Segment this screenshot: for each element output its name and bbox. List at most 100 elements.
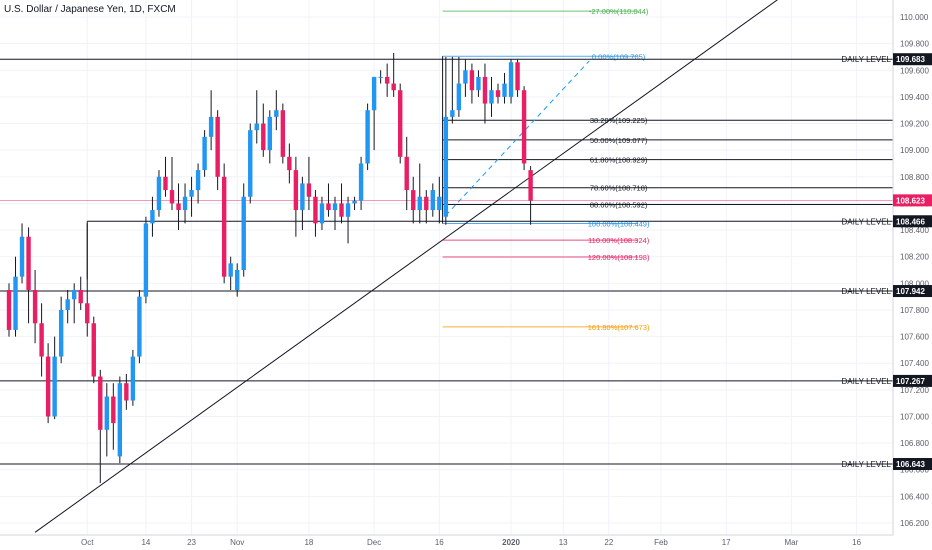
candle-body — [508, 62, 514, 97]
candle — [469, 63, 475, 104]
candle-body — [254, 123, 259, 131]
fib-level-label: 78.60%(108.718) — [590, 184, 648, 193]
candle-body — [182, 196, 188, 211]
y-tick-label: 109.800 — [900, 40, 929, 49]
trendline[interactable] — [34, 0, 811, 533]
fib-level-label: 0.00%(109.705) — [592, 52, 646, 61]
candle — [182, 183, 188, 224]
candle — [371, 76, 377, 151]
fibonacci-retracement[interactable]: -27.00%(110.044) 0.00%(109.705) 38.20%(109… — [442, 7, 893, 332]
candle — [326, 183, 331, 217]
candle — [248, 123, 253, 204]
candle — [228, 256, 233, 290]
price-tag — [893, 374, 932, 387]
candle — [52, 336, 57, 420]
candle — [358, 156, 364, 211]
price-tag-label: 107.942 — [896, 287, 925, 296]
candle-body — [345, 203, 351, 217]
candle — [274, 90, 279, 131]
candle-body — [19, 236, 25, 277]
candle-body — [437, 196, 442, 211]
y-tick-label: 108.000 — [900, 279, 929, 288]
candle — [261, 103, 266, 157]
candle — [482, 63, 488, 124]
x-tick-label: 14 — [141, 538, 150, 547]
candle — [417, 163, 422, 224]
current-price-label: 108.623 — [896, 196, 925, 205]
candle — [515, 59, 520, 97]
chart-title: U.S. Dollar / Japanese Yen, 1D, FXCM — [4, 4, 176, 15]
candle — [72, 283, 77, 324]
price-tag — [893, 458, 932, 471]
daily-level-label: DAILY LEVEL — [841, 377, 891, 386]
candle-body — [300, 183, 305, 211]
candle-body — [450, 110, 455, 117]
fib-level-label: 38.20%(109.225) — [590, 116, 648, 125]
candle — [208, 90, 214, 151]
x-tick-label: 2020 — [502, 538, 520, 547]
x-tick-label: 16 — [435, 538, 444, 547]
candle — [280, 103, 286, 164]
candle — [98, 369, 103, 484]
candle — [130, 349, 136, 406]
candle — [111, 383, 116, 450]
candle-body — [248, 130, 253, 197]
daily-level-label: DAILY LEVEL — [841, 460, 891, 469]
candle — [156, 170, 162, 217]
price-tag-label: 106.643 — [896, 460, 925, 469]
candle — [398, 83, 403, 164]
candle — [32, 270, 38, 344]
candle-body — [150, 210, 155, 224]
price-tag-label: 109.683 — [896, 55, 925, 64]
candle — [189, 176, 194, 217]
candle-body — [91, 323, 96, 377]
candle-body — [85, 303, 90, 324]
x-tick-label: 22 — [604, 538, 613, 547]
candle — [91, 316, 96, 384]
x-tick-label: 13 — [559, 538, 568, 547]
y-tick-label: 106.400 — [900, 492, 929, 501]
candle — [339, 183, 344, 224]
price-tag-label: 108.466 — [896, 217, 925, 226]
candle-body — [208, 116, 214, 137]
candle — [267, 110, 272, 164]
candle — [39, 303, 44, 377]
candle-body — [515, 62, 520, 91]
candle-body — [417, 196, 422, 211]
candle — [202, 130, 207, 177]
x-tick-label: Mar — [785, 538, 799, 547]
candle — [378, 70, 383, 84]
daily-level-label: DAILY LEVEL — [841, 55, 891, 64]
candle — [319, 196, 325, 231]
x-tick-label: Feb — [654, 538, 668, 547]
candle — [384, 63, 390, 97]
candle — [332, 196, 338, 231]
candle-body — [358, 163, 364, 201]
candle-body — [221, 176, 227, 277]
candle-body — [306, 183, 312, 197]
price-tag — [893, 53, 932, 66]
candle-body — [52, 356, 57, 417]
y-tick-label: 106.600 — [900, 466, 929, 475]
price-axis[interactable]: 110.000 109.800 109.600 109.400 109.200 109.0… — [892, 0, 932, 535]
time-axis[interactable]: Oct 14 23 Nov 18 Dec 16 2020 13 22 Feb 17 Mar 16 — [0, 534, 893, 547]
candle — [489, 76, 494, 117]
candle — [13, 256, 18, 337]
candle-body — [365, 110, 370, 164]
candle-body — [32, 289, 38, 324]
ascending-trendline — [34, 0, 778, 533]
fib-level-label: -27.00%(110.044) — [589, 7, 649, 16]
x-tick-label: 23 — [187, 538, 196, 547]
candle-body — [378, 76, 383, 78]
candle — [169, 156, 175, 211]
candle-body — [521, 90, 527, 164]
candle-body — [163, 176, 168, 191]
candle-body — [339, 203, 344, 217]
candle — [19, 223, 25, 284]
fib-level-label: 61.80%(108.929) — [590, 156, 648, 165]
candle — [345, 196, 351, 244]
candle — [85, 223, 90, 337]
candle — [26, 227, 31, 324]
candle-body — [332, 203, 338, 211]
